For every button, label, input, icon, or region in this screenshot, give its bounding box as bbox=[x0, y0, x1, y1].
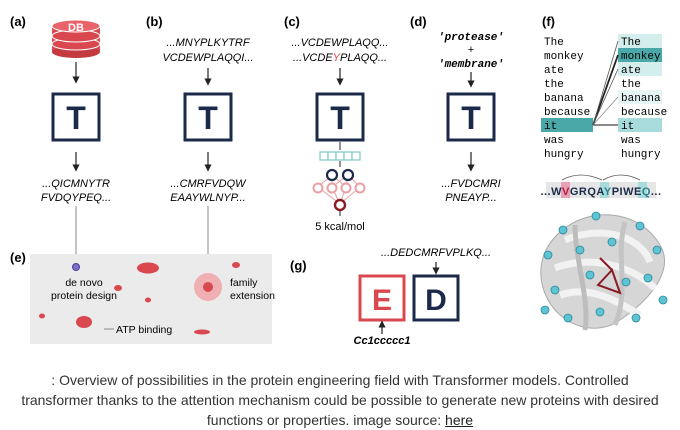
caption-source-link[interactable]: here bbox=[445, 412, 474, 428]
panel-d-seq-out2: PNEAYP... bbox=[445, 192, 497, 204]
attention-word: banana bbox=[621, 93, 661, 105]
panel-c-seq1: ...VCDEWPLAQQ... bbox=[291, 37, 388, 49]
panel-g-seq: ...DEDCMRFVPLKQ... bbox=[381, 247, 491, 259]
transformer-letter-b: T bbox=[198, 100, 218, 136]
panel-c-label: (c) bbox=[284, 14, 300, 29]
attention-word: it bbox=[544, 121, 557, 133]
attention-lines bbox=[592, 40, 619, 126]
panel-b-label: (b) bbox=[146, 14, 163, 29]
transformer-letter-c: T bbox=[330, 100, 350, 136]
db-label: DB bbox=[68, 22, 84, 34]
panel-g-label: (g) bbox=[290, 258, 307, 273]
panel-d-word2: 'membrane' bbox=[438, 59, 504, 71]
attention-word: the bbox=[621, 79, 641, 91]
figure: (a) DB T ...QICMNYTR FVDQYPEQ... (b) ...… bbox=[10, 14, 668, 347]
transformer-box-d: T bbox=[446, 92, 496, 142]
panel-a-seq-line2: FVDQYPEQ... bbox=[41, 192, 111, 204]
attention-word: banana bbox=[544, 93, 584, 105]
attention-word: hungry bbox=[544, 149, 584, 161]
panel-d-word1: 'protease' bbox=[438, 32, 504, 44]
transformer-box-a: T bbox=[51, 92, 101, 142]
family-extension-label-line1: family bbox=[230, 277, 258, 289]
attention-word: because bbox=[544, 107, 590, 119]
attention-word: ate bbox=[544, 65, 564, 77]
transformer-letter-a: T bbox=[66, 100, 86, 136]
embedding-clusters bbox=[39, 262, 240, 335]
panel-a-seq-line1: ...QICMNYTR bbox=[42, 178, 110, 190]
sequence-strip: ...WVGRQAYPIWEQ... bbox=[540, 174, 661, 198]
smiles-label: Cc1ccccc1 bbox=[354, 335, 411, 347]
panel-b-seq-in1: ...MNYPLKYTRF bbox=[166, 37, 250, 49]
figure-caption: : Overview of possibilities in the prote… bbox=[20, 370, 660, 430]
atp-binding-label: ATP binding bbox=[116, 324, 172, 336]
panel-f-label: (f) bbox=[542, 14, 555, 29]
de-novo-label-line1: de novo bbox=[65, 277, 103, 289]
attention-word: hungry bbox=[621, 149, 661, 161]
attention-word: the bbox=[544, 79, 564, 91]
decoder-box: D bbox=[412, 274, 460, 322]
embedding-vector bbox=[319, 151, 361, 161]
mutation-residue: Y bbox=[333, 52, 341, 64]
protein-structure-image bbox=[540, 211, 668, 331]
panel-b-seq-in2: VCDEWPLAQQI... bbox=[162, 52, 253, 64]
attention-word: because bbox=[621, 107, 667, 119]
attention-word: was bbox=[621, 135, 641, 147]
attention-highlights bbox=[541, 34, 662, 132]
family-extension-label-line2: extension bbox=[230, 290, 275, 302]
neural-network-icon bbox=[312, 168, 366, 212]
encoder-box: E bbox=[358, 274, 406, 322]
panel-d-seq-out1: ...FVDCMRI bbox=[441, 178, 500, 190]
attention-word: The bbox=[621, 37, 641, 49]
panel-c-seq2: ...VCDEYPLAQQ... bbox=[293, 52, 387, 64]
attention-word: was bbox=[544, 135, 564, 147]
attention-word: ate bbox=[621, 65, 641, 77]
panel-d-plus: + bbox=[468, 44, 474, 56]
energy-label: 5 kcal/mol bbox=[315, 221, 365, 233]
caption-text: : Overview of possibilities in the prote… bbox=[21, 372, 659, 428]
panel-e-label: (e) bbox=[10, 250, 26, 265]
encoder-letter: E bbox=[372, 284, 392, 317]
de-novo-label-line2: protein design bbox=[51, 290, 117, 302]
attention-word: monkey bbox=[621, 51, 661, 63]
decoder-letter: D bbox=[425, 284, 447, 317]
panel-a-label: (a) bbox=[10, 14, 26, 29]
database-icon: DB bbox=[51, 19, 101, 58]
transformer-box-b: T bbox=[183, 92, 233, 142]
attention-words-left: The monkey ate the banana because it was hungry bbox=[544, 37, 590, 161]
attention-word: monkey bbox=[544, 51, 584, 63]
attention-word: The bbox=[544, 37, 564, 49]
panel-d-label: (d) bbox=[410, 14, 427, 29]
sequence-strip-text: ...WVGRQAYPIWEQ... bbox=[540, 186, 661, 198]
panel-b-seq-out1: ...CMRFVDQW bbox=[170, 178, 247, 190]
panel-b-seq-out2: EAAYWLNYP... bbox=[170, 192, 245, 204]
attention-words-right: The monkey ate the banana because it was hungry bbox=[621, 37, 667, 161]
transformer-box-c: T bbox=[315, 92, 365, 142]
attention-word: it bbox=[621, 121, 634, 133]
transformer-letter-d: T bbox=[461, 100, 481, 136]
